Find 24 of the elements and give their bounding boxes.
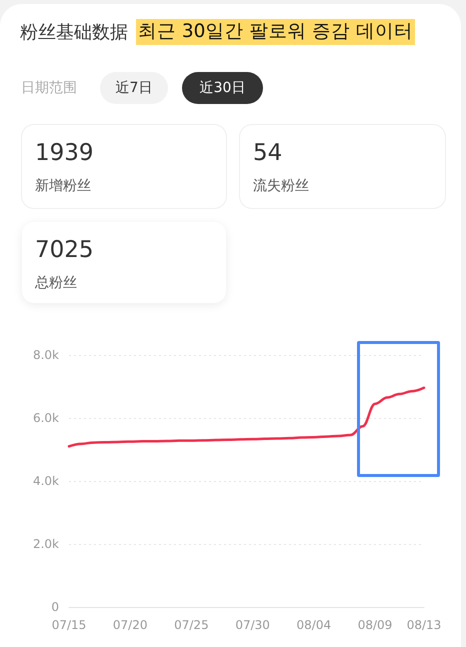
x-tick-label: 08/09	[358, 618, 392, 632]
date-range-button[interactable]: 近7日	[100, 72, 168, 104]
x-tick-label: 07/30	[235, 618, 270, 632]
y-tick-label: 2.0k	[32, 537, 60, 551]
x-tick-label: 08/04	[296, 618, 332, 632]
y-tick-label: 6.0k	[32, 411, 60, 425]
x-tick-label: 07/20	[112, 618, 148, 632]
date-range-button[interactable]: 近30日	[182, 72, 263, 104]
x-tick-label: 07/15	[52, 618, 86, 632]
chart-subtitle: 최근 30일간 팔로워 증감 데이터	[136, 19, 416, 45]
text: 新增粉丝	[35, 177, 91, 196]
text: 日期范围	[21, 79, 77, 98]
text: 7025	[35, 236, 94, 264]
text: 54	[253, 139, 282, 167]
y-tick-label: 4.0k	[32, 474, 60, 488]
text: 总粉丝	[35, 274, 77, 293]
text: 1939	[35, 139, 94, 167]
y-tick-label: 0	[51, 600, 59, 614]
chart-title: 粉丝基础数据	[20, 21, 128, 44]
x-tick-label: 07/25	[174, 618, 209, 632]
x-tick-label: 08/13	[406, 618, 442, 632]
text: 流失粉丝	[253, 177, 309, 196]
y-tick-label: 8.0k	[32, 348, 60, 362]
line-series	[68, 386, 426, 448]
